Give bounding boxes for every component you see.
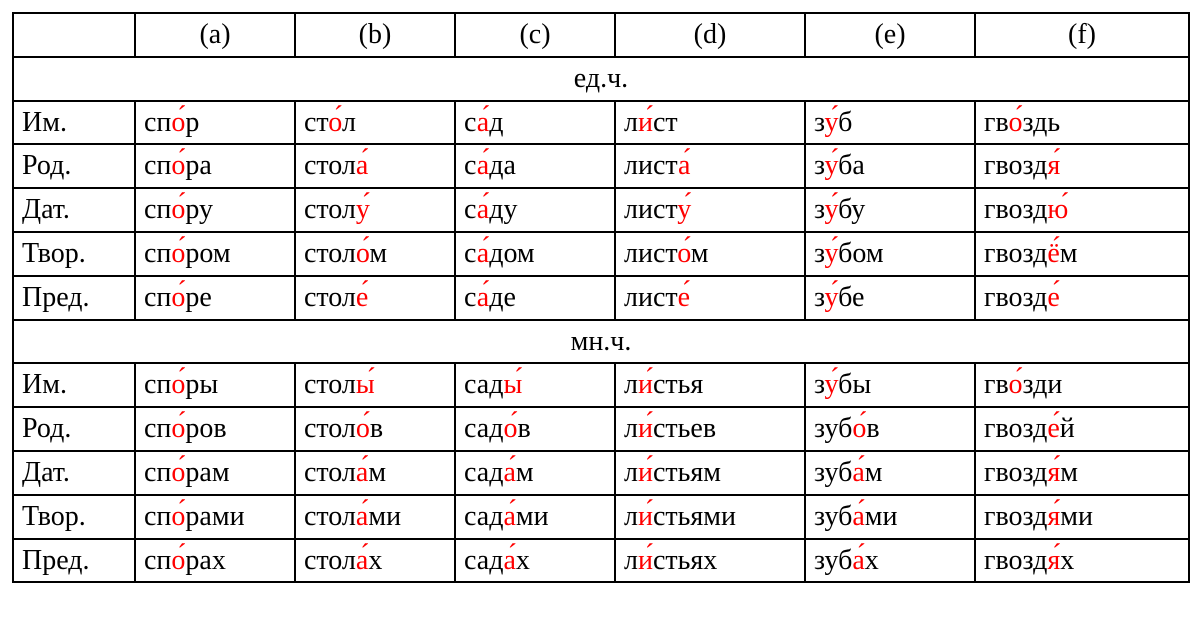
cell: листу́ <box>615 188 805 232</box>
cell: спо́ре <box>135 276 295 320</box>
cell: зубо́в <box>805 407 975 451</box>
cell: спо́ру <box>135 188 295 232</box>
cell: спо́ром <box>135 232 295 276</box>
row-pl-ins: Твор. спо́рами стола́ми сада́ми ли́стьям… <box>13 495 1189 539</box>
cell: зу́б <box>805 101 975 145</box>
section-plural: мн.ч. <box>13 320 1189 364</box>
cell: зу́бы <box>805 363 975 407</box>
cell: столо́в <box>295 407 455 451</box>
cell: са́де <box>455 276 615 320</box>
cell: са́да <box>455 144 615 188</box>
cell: гво́здь <box>975 101 1189 145</box>
row-sg-dat: Дат. спо́ру столу́ са́ду листу́ зу́бу гв… <box>13 188 1189 232</box>
cell: са́дом <box>455 232 615 276</box>
col-d: (d) <box>615 13 805 57</box>
cell: спо́рах <box>135 539 295 583</box>
cell: зу́бом <box>805 232 975 276</box>
row-sg-nom: Им. спо́р сто́л са́д ли́ст зу́б гво́здь <box>13 101 1189 145</box>
case-label: Им. <box>13 101 135 145</box>
case-label: Пред. <box>13 276 135 320</box>
section-singular: ед.ч. <box>13 57 1189 101</box>
case-label: Род. <box>13 407 135 451</box>
cell: спо́ров <box>135 407 295 451</box>
cell: гвоздю́ <box>975 188 1189 232</box>
row-sg-ins: Твор. спо́ром столо́м са́дом листо́м зу́… <box>13 232 1189 276</box>
cell: сто́л <box>295 101 455 145</box>
cell: гвоздя́ <box>975 144 1189 188</box>
header-row: (a) (b) (c) (d) (e) (f) <box>13 13 1189 57</box>
cell: стола́х <box>295 539 455 583</box>
cell: ли́ст <box>615 101 805 145</box>
cell: ли́стья <box>615 363 805 407</box>
declension-table: (a) (b) (c) (d) (e) (f) ед.ч. Им. спо́р … <box>12 12 1190 583</box>
case-label: Дат. <box>13 188 135 232</box>
section-plural-label: мн.ч. <box>13 320 1189 364</box>
cell: спо́ра <box>135 144 295 188</box>
cell: столе́ <box>295 276 455 320</box>
cell: сады́ <box>455 363 615 407</box>
row-pl-prep: Пред. спо́рах стола́х сада́х ли́стьях зу… <box>13 539 1189 583</box>
case-label: Им. <box>13 363 135 407</box>
cell: ли́стьям <box>615 451 805 495</box>
cell: листе́ <box>615 276 805 320</box>
row-pl-gen: Род. спо́ров столо́в садо́в ли́стьев зуб… <box>13 407 1189 451</box>
cell: ли́стьями <box>615 495 805 539</box>
col-f: (f) <box>975 13 1189 57</box>
cell: са́д <box>455 101 615 145</box>
cell: са́ду <box>455 188 615 232</box>
cell: зуба́х <box>805 539 975 583</box>
cell: гвозде́й <box>975 407 1189 451</box>
header-blank <box>13 13 135 57</box>
cell: спо́р <box>135 101 295 145</box>
cell: сада́ми <box>455 495 615 539</box>
row-sg-prep: Пред. спо́ре столе́ са́де листе́ зу́бе г… <box>13 276 1189 320</box>
cell: ли́стьях <box>615 539 805 583</box>
case-label: Дат. <box>13 451 135 495</box>
cell: зу́бе <box>805 276 975 320</box>
cell: гвоздё́м <box>975 232 1189 276</box>
cell: сада́м <box>455 451 615 495</box>
cell: гво́зди <box>975 363 1189 407</box>
row-pl-dat: Дат. спо́рам стола́м сада́м ли́стьям зуб… <box>13 451 1189 495</box>
row-pl-nom: Им. спо́ры столы́ сады́ ли́стья зу́бы гв… <box>13 363 1189 407</box>
cell: зу́бу <box>805 188 975 232</box>
cell: спо́ры <box>135 363 295 407</box>
cell: зу́ба <box>805 144 975 188</box>
col-c: (c) <box>455 13 615 57</box>
cell: гвоздя́м <box>975 451 1189 495</box>
cell: сада́х <box>455 539 615 583</box>
cell: садо́в <box>455 407 615 451</box>
cell: гвозде́ <box>975 276 1189 320</box>
cell: стола́ <box>295 144 455 188</box>
cell: спо́рами <box>135 495 295 539</box>
cell: зуба́ми <box>805 495 975 539</box>
cell: столы́ <box>295 363 455 407</box>
cell: стола́ми <box>295 495 455 539</box>
col-b: (b) <box>295 13 455 57</box>
case-label: Твор. <box>13 232 135 276</box>
cell: зуба́м <box>805 451 975 495</box>
section-singular-label: ед.ч. <box>13 57 1189 101</box>
cell: гвоздя́ми <box>975 495 1189 539</box>
col-a: (a) <box>135 13 295 57</box>
cell: листа́ <box>615 144 805 188</box>
cell: ли́стьев <box>615 407 805 451</box>
cell: стола́м <box>295 451 455 495</box>
cell: спо́рам <box>135 451 295 495</box>
case-label: Пред. <box>13 539 135 583</box>
cell: листо́м <box>615 232 805 276</box>
case-label: Твор. <box>13 495 135 539</box>
cell: гвоздя́х <box>975 539 1189 583</box>
row-sg-gen: Род. спо́ра стола́ са́да листа́ зу́ба гв… <box>13 144 1189 188</box>
cell: столу́ <box>295 188 455 232</box>
col-e: (e) <box>805 13 975 57</box>
cell: столо́м <box>295 232 455 276</box>
case-label: Род. <box>13 144 135 188</box>
